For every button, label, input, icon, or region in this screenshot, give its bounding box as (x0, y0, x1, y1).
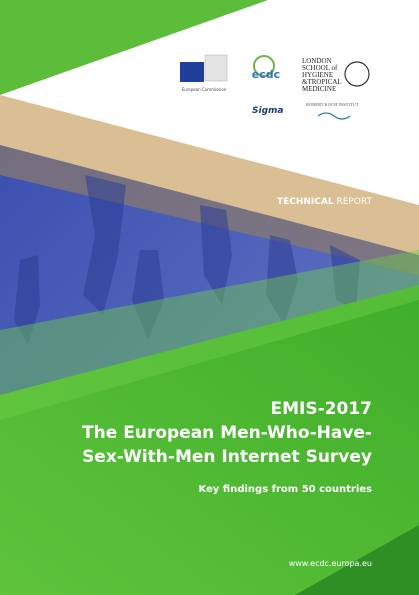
sigma-logo: Sigma (252, 106, 283, 116)
title-line: EMIS-2017 (271, 399, 372, 419)
green-corner (0, 0, 268, 95)
lshtm-line: MEDICINE (302, 85, 336, 93)
url: www.ecdc.europa.eu (289, 559, 372, 568)
dark-green-corner (295, 525, 419, 595)
subtitle: Key findings from 50 countries (198, 484, 372, 495)
report-type-regular: REPORT (336, 197, 372, 207)
ecdc-text: ecdc (252, 68, 280, 81)
title-line: Sex-With-Men Internet Survey (82, 447, 372, 467)
lshtm-line: &TROPICAL (302, 78, 342, 86)
rki-logo: ROBERT KOCH INSTITUT (306, 102, 359, 107)
title-line: The European Men-Who-Have- (82, 423, 372, 443)
report-type-bold: TECHNICAL (277, 197, 334, 207)
rki-mark (317, 112, 351, 120)
ec-logo: European Commission (180, 54, 228, 92)
title: EMIS-2017 The European Men-Who-Have- Sex… (82, 399, 372, 467)
green-area (0, 285, 419, 595)
lshtm-line: HYGIENE (302, 71, 333, 79)
lshtm-line: SCHOOL of (302, 64, 338, 72)
lshtm-logo: LONDON SCHOOL of HYGIENE &TROPICAL MEDIC… (302, 57, 370, 93)
lshtm-line: LONDON (302, 57, 332, 65)
hands (14, 175, 360, 345)
ec-text: European Commission (182, 87, 227, 92)
green-overlay (0, 250, 419, 420)
ecdc-logo: ecdc (252, 55, 280, 81)
tan-band (0, 95, 419, 255)
report-type: TECHNICAL REPORT (277, 197, 373, 207)
